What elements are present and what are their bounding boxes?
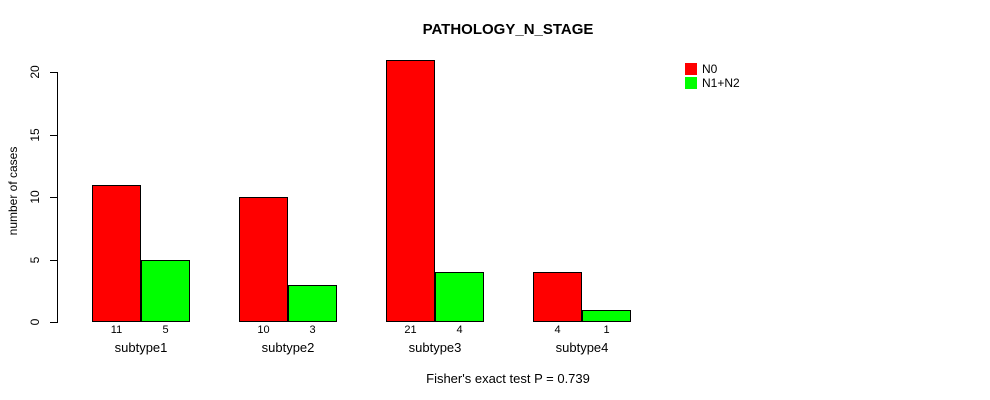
legend-swatch-N1+N2 bbox=[685, 77, 697, 89]
legend-item-N0: N0 bbox=[685, 62, 740, 76]
chart-title: PATHOLOGY_N_STAGE bbox=[422, 21, 594, 38]
legend-item-N1+N2: N1+N2 bbox=[685, 76, 740, 90]
annotation-text: Fisher's exact test P = 0.739 bbox=[426, 371, 590, 386]
category-label-subtype3: subtype3 bbox=[408, 340, 462, 355]
y-axis-label: number of cases bbox=[6, 146, 20, 236]
y-axis-line bbox=[57, 72, 58, 323]
bar-N1+N2-subtype3 bbox=[435, 272, 484, 322]
y-axis-tick-label: 20 bbox=[28, 65, 42, 79]
y-axis-tick-label: 15 bbox=[28, 127, 42, 142]
y-axis-tick bbox=[50, 322, 57, 323]
bar-value-label: 4 bbox=[554, 324, 561, 336]
bar-N1+N2-subtype2 bbox=[288, 284, 337, 322]
bar-value-label: 10 bbox=[257, 324, 270, 336]
legend: N0 N1+N2 bbox=[685, 62, 740, 90]
bar-value-label: 21 bbox=[404, 324, 417, 336]
bar-N1+N2-subtype4 bbox=[582, 309, 631, 322]
y-axis-tick-label: 0 bbox=[28, 318, 42, 326]
bar-value-label: 5 bbox=[162, 324, 169, 336]
bar-value-label: 1 bbox=[603, 324, 610, 336]
legend-label: N1+N2 bbox=[702, 76, 740, 90]
y-axis-tick bbox=[50, 72, 57, 73]
bar-N0-subtype3 bbox=[386, 59, 435, 322]
bar-N0-subtype2 bbox=[239, 197, 288, 322]
y-axis-tick bbox=[50, 259, 57, 261]
y-axis-tick bbox=[50, 197, 57, 198]
legend-label: N0 bbox=[702, 62, 718, 76]
category-label-subtype4: subtype4 bbox=[555, 340, 609, 355]
legend-swatch-N0 bbox=[685, 63, 697, 75]
category-label-subtype1: subtype1 bbox=[114, 340, 168, 355]
bar-N0-subtype1 bbox=[92, 184, 141, 322]
y-axis-tick-label: 5 bbox=[28, 256, 42, 263]
bar-value-label: 4 bbox=[456, 324, 463, 336]
bar-N1+N2-subtype1 bbox=[141, 259, 190, 322]
bar-N0-subtype4 bbox=[533, 272, 582, 322]
y-axis-tick-label: 10 bbox=[28, 190, 42, 204]
bar-value-label: 11 bbox=[110, 324, 123, 336]
bar-value-label: 3 bbox=[309, 324, 316, 336]
category-label-subtype2: subtype2 bbox=[261, 340, 315, 355]
y-axis-tick bbox=[50, 134, 57, 136]
